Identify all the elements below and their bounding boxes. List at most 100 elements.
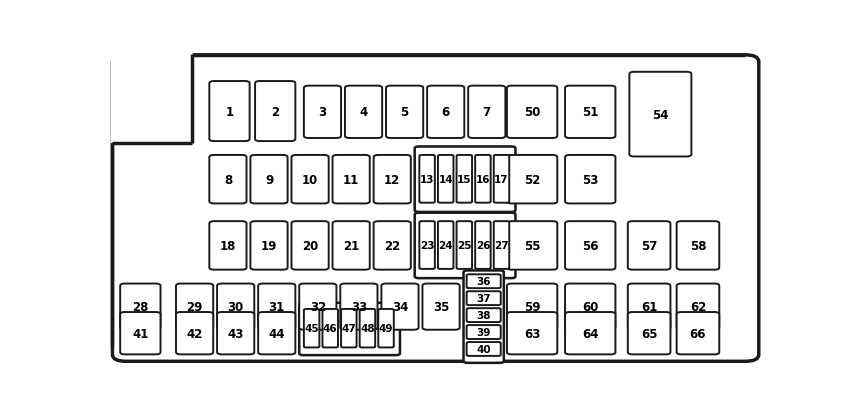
Text: 58: 58 [689,240,706,252]
FancyBboxPatch shape [382,284,418,330]
FancyBboxPatch shape [209,82,250,142]
FancyBboxPatch shape [565,86,615,139]
FancyBboxPatch shape [345,86,382,139]
Text: 7: 7 [483,106,490,119]
FancyBboxPatch shape [258,284,295,330]
Text: 21: 21 [343,240,360,252]
FancyBboxPatch shape [463,271,504,363]
FancyBboxPatch shape [251,222,287,270]
Text: 35: 35 [433,300,450,313]
FancyBboxPatch shape [628,312,671,354]
Text: 33: 33 [351,300,367,313]
Text: 12: 12 [384,173,400,186]
FancyBboxPatch shape [209,156,246,204]
FancyBboxPatch shape [456,156,472,203]
Text: 46: 46 [323,323,337,333]
Text: 38: 38 [476,310,491,320]
FancyBboxPatch shape [507,284,558,330]
FancyBboxPatch shape [120,312,161,354]
Text: 31: 31 [269,300,285,313]
Text: 4: 4 [360,106,368,119]
FancyBboxPatch shape [507,312,558,354]
Text: 60: 60 [582,300,598,313]
Text: 48: 48 [360,323,375,333]
FancyBboxPatch shape [507,86,558,139]
Text: 17: 17 [494,174,509,184]
Text: 49: 49 [379,323,394,333]
FancyBboxPatch shape [299,284,337,330]
Text: 5: 5 [400,106,409,119]
FancyBboxPatch shape [374,222,411,270]
FancyBboxPatch shape [507,156,558,204]
FancyBboxPatch shape [255,82,295,142]
Text: 59: 59 [524,300,541,313]
Text: 32: 32 [309,300,326,313]
Text: 36: 36 [476,277,491,287]
FancyBboxPatch shape [494,222,509,269]
Text: 29: 29 [186,300,203,313]
Text: 13: 13 [420,174,434,184]
Text: 39: 39 [477,327,490,337]
FancyBboxPatch shape [628,222,671,270]
Text: 34: 34 [392,300,408,313]
Text: 63: 63 [524,327,541,340]
Text: 40: 40 [476,344,491,354]
FancyBboxPatch shape [467,309,501,322]
FancyBboxPatch shape [332,156,370,204]
FancyBboxPatch shape [386,86,423,139]
FancyBboxPatch shape [112,56,759,361]
FancyBboxPatch shape [494,156,509,203]
Text: 52: 52 [524,173,541,186]
Text: 61: 61 [641,300,657,313]
Text: 50: 50 [524,106,541,119]
Text: 14: 14 [439,174,453,184]
FancyBboxPatch shape [292,156,329,204]
Text: 16: 16 [476,174,490,184]
FancyBboxPatch shape [419,222,435,269]
Text: 41: 41 [132,327,149,340]
Text: 11: 11 [343,173,360,186]
Text: 56: 56 [582,240,598,252]
FancyBboxPatch shape [565,222,615,270]
Text: 51: 51 [582,106,598,119]
Text: 43: 43 [228,327,244,340]
FancyBboxPatch shape [304,86,341,139]
Text: 47: 47 [342,323,356,333]
FancyBboxPatch shape [378,309,394,348]
Text: 3: 3 [319,106,326,119]
Text: 55: 55 [524,240,541,252]
FancyBboxPatch shape [475,156,490,203]
Text: 18: 18 [220,240,236,252]
Text: 15: 15 [457,174,472,184]
FancyBboxPatch shape [217,312,254,354]
Text: 23: 23 [420,240,434,250]
Bar [111,41,193,144]
Text: 53: 53 [582,173,598,186]
Text: 1: 1 [225,105,234,118]
FancyBboxPatch shape [468,86,506,139]
FancyBboxPatch shape [299,303,400,355]
FancyBboxPatch shape [467,342,501,356]
Text: 30: 30 [228,300,244,313]
FancyBboxPatch shape [677,284,719,330]
Text: 8: 8 [224,173,232,186]
Text: 42: 42 [186,327,203,340]
FancyBboxPatch shape [456,222,472,269]
FancyBboxPatch shape [507,222,558,270]
FancyBboxPatch shape [677,312,719,354]
FancyBboxPatch shape [341,309,357,348]
Text: 64: 64 [582,327,598,340]
FancyBboxPatch shape [415,213,515,278]
FancyBboxPatch shape [340,284,377,330]
Text: 62: 62 [689,300,706,313]
Text: 6: 6 [442,106,450,119]
Text: 9: 9 [265,173,273,186]
FancyBboxPatch shape [467,292,501,305]
Text: 19: 19 [261,240,277,252]
FancyBboxPatch shape [415,147,515,212]
FancyBboxPatch shape [209,222,246,270]
Text: 28: 28 [132,300,149,313]
FancyBboxPatch shape [360,309,375,348]
FancyBboxPatch shape [565,156,615,204]
Text: 20: 20 [302,240,318,252]
